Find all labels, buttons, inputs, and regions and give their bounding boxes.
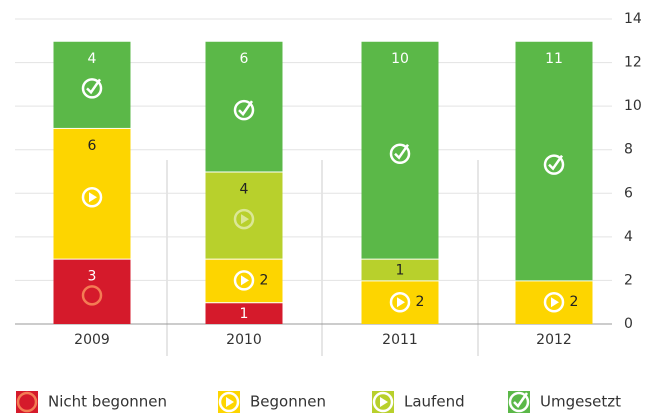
x-tick-label: 2012	[536, 332, 572, 348]
separators	[166, 160, 479, 356]
y-tick-label: 0	[624, 316, 633, 332]
icon-circle	[389, 143, 411, 164]
icon-check	[394, 144, 410, 160]
value-label: 1	[396, 263, 405, 279]
icon-play	[241, 214, 249, 225]
icon-circle	[233, 270, 255, 291]
icon	[233, 99, 255, 121]
icon-circle	[508, 391, 530, 413]
icon-circle	[218, 391, 240, 413]
icon-circle	[16, 391, 38, 413]
y-tick-label: 8	[624, 142, 633, 158]
legend-label: Laufend	[404, 393, 465, 411]
y-tick-label: 6	[624, 185, 633, 201]
legend-swatch	[16, 391, 38, 413]
icon	[218, 391, 240, 413]
icon-play	[397, 297, 405, 308]
value-label: 2	[570, 294, 579, 310]
icon-play	[241, 275, 249, 286]
value-label: 1	[240, 306, 249, 322]
icon	[372, 391, 394, 413]
icon	[389, 291, 411, 313]
x-tick-label: 2010	[226, 332, 262, 348]
value-label: 6	[240, 51, 249, 67]
icon-circle	[372, 391, 394, 413]
value-label: 4	[240, 182, 249, 198]
value-label: 10	[391, 51, 409, 67]
icon-circle	[389, 291, 411, 313]
y-tick-label: 10	[624, 98, 642, 114]
y-tick-label: 2	[624, 272, 633, 288]
icon-circle	[543, 154, 565, 175]
icon-check	[548, 154, 564, 171]
icon-circle	[81, 187, 103, 208]
legend-label: Nicht begonnen	[48, 393, 167, 411]
y-tick-label: 4	[624, 229, 633, 245]
icon	[389, 143, 411, 164]
icon-play	[226, 397, 234, 407]
icon	[233, 270, 255, 291]
icon-circle	[81, 285, 103, 306]
icon-play	[551, 297, 559, 308]
icon-circle	[81, 78, 103, 99]
x-tick-label: 2009	[74, 332, 110, 348]
icon-check	[513, 392, 529, 408]
bar-segment	[205, 40, 283, 172]
legend-label: Umgesetzt	[540, 393, 621, 411]
bar-segment	[53, 40, 131, 128]
icon	[81, 187, 103, 208]
icon-circle	[543, 291, 565, 313]
bar-segment	[361, 258, 439, 281]
value-label: 4	[88, 51, 97, 67]
icon	[543, 291, 565, 313]
icon	[543, 154, 565, 175]
bar-segment	[361, 40, 439, 259]
bar-segment	[205, 171, 283, 259]
icon	[233, 208, 255, 230]
legend-label: Begonnen	[250, 393, 326, 411]
bar-segment	[53, 127, 131, 259]
icon	[16, 391, 38, 413]
value-label: 2	[416, 294, 425, 310]
y-tick-label: 12	[624, 55, 642, 71]
bar-segment	[53, 258, 131, 324]
bar-segment	[205, 302, 283, 324]
icon	[81, 78, 103, 99]
value-label: 6	[88, 138, 97, 154]
y-tick-label: 14	[624, 11, 642, 27]
icon-circle	[233, 208, 255, 230]
icon-circle	[233, 99, 255, 121]
icon-check	[86, 78, 102, 95]
icon-check	[238, 100, 254, 117]
bar-segment	[515, 40, 593, 281]
icon-play	[380, 397, 388, 407]
icon-play	[89, 192, 97, 203]
icon	[508, 391, 530, 413]
x-tick-label: 2011	[382, 332, 418, 348]
value-label: 3	[88, 269, 97, 285]
value-label: 11	[545, 51, 563, 67]
value-label: 2	[260, 272, 269, 288]
icon	[81, 285, 103, 306]
